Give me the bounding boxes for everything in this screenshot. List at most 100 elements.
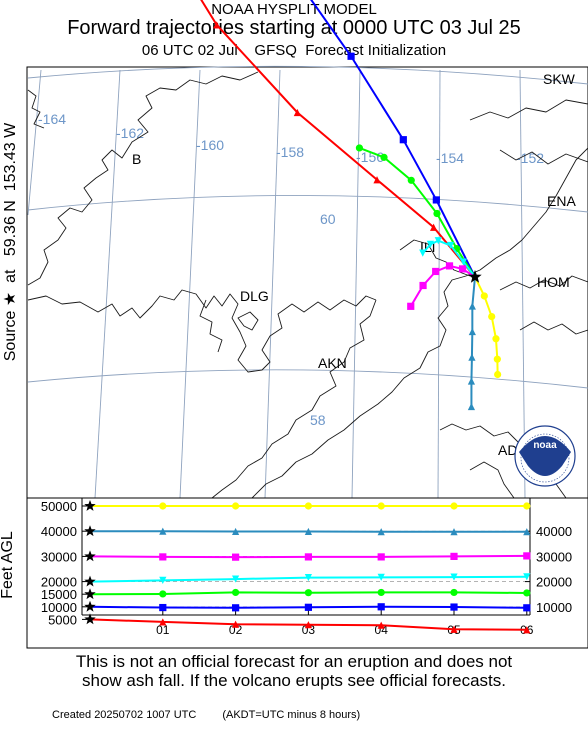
trajectory-marker: [450, 528, 458, 536]
source-text: Source ★ at 59.36 N 153.43 W: [2, 122, 19, 362]
trajectory-marker: [232, 604, 240, 612]
trajectory-marker: [377, 588, 385, 597]
trajectory-marker: [523, 589, 531, 597]
height-tick-label: 15000: [41, 587, 77, 602]
trajectory-marker: [159, 603, 167, 612]
trajectory-marker: [304, 573, 312, 582]
trajectory-marker: [468, 327, 476, 336]
height-tick-label: 20000: [41, 575, 77, 590]
trajectory-marker: [407, 176, 415, 184]
trajectory-marker: [232, 502, 240, 510]
trajectory-marker: [159, 553, 167, 561]
trajectory-marker: [159, 527, 167, 535]
trajectory-marker: [450, 502, 458, 510]
trajectory-marker: [467, 377, 476, 385]
trajectories: [200, 0, 502, 411]
trajectory-marker: [523, 573, 531, 581]
chart-title: Forward trajectories starting at 0000 UT…: [67, 17, 521, 39]
source-star-icon: [468, 270, 482, 283]
coast-peninsula-south: [251, 275, 467, 499]
trajectory-marker: [432, 196, 440, 204]
meridian-160: [179, 69, 201, 499]
trajectory-marker: [355, 144, 364, 152]
trajectory-marker: [377, 528, 385, 536]
place-labels: SKW B ENA ILI HOM DLG AKN ADQ: [132, 71, 576, 458]
created-stamp: Created 20250702 1007 UTC: [52, 709, 197, 721]
trajectory-marker: [304, 502, 312, 510]
source-star-icon: [84, 575, 96, 587]
trajectory-marker: [232, 575, 240, 583]
trajectory-marker: [159, 618, 167, 626]
place-label: DLG: [240, 288, 269, 304]
trajectory-marker: [480, 292, 488, 300]
trajectory-marker: [445, 262, 454, 270]
meridian-158: [264, 69, 281, 499]
trajectory-marker: [377, 603, 385, 611]
trajectory-marker: [492, 335, 500, 343]
trajectory-marker: [450, 625, 458, 633]
place-label: B: [132, 151, 141, 167]
trajectory-marker: [304, 589, 312, 597]
coast-kenai-south: [499, 275, 588, 291]
time-tick-label: 03: [302, 623, 316, 637]
height-tick-label: 10000: [41, 600, 77, 615]
trajectory-marker: [493, 355, 501, 363]
trajectory-marker: [159, 576, 167, 584]
trajectory-line: [310, 0, 476, 278]
trajectory-marker: [523, 626, 531, 634]
parallel-62: [27, 65, 588, 85]
coast-kvichak: [199, 299, 223, 353]
model-title: NOAA HYSPLIT MODEL: [211, 1, 377, 18]
trajectory-marker: [407, 302, 415, 310]
trajectory-line: [200, 0, 476, 278]
trajectory-marker: [380, 153, 388, 161]
trajectory-marker: [159, 590, 167, 598]
meridian-156: [351, 69, 361, 499]
height-tick-label: 30000: [41, 549, 77, 564]
source-star-icon: [84, 613, 96, 625]
noaa-logo: noaa: [514, 425, 576, 487]
coast-north: [469, 99, 588, 121]
time-tick-label: 01: [156, 623, 170, 637]
trajectory-marker: [450, 588, 458, 597]
trajectory-marker: [430, 223, 438, 231]
coast-kodiak-south: [469, 461, 515, 499]
trajectory-marker: [467, 402, 476, 411]
height-tick-label: 40000: [536, 524, 572, 539]
feet-agl-label: Feet AGL: [0, 531, 16, 599]
coast-bristol-bay: [27, 289, 377, 373]
trajectory-marker: [523, 528, 531, 536]
trajectory-line: [359, 147, 476, 278]
lon-label: -152: [516, 150, 544, 166]
trajectory-marker: [304, 527, 312, 536]
source-star-icon: [84, 525, 96, 537]
disclaimer-line: This is not an official forecast for an …: [75, 652, 513, 671]
trajectory-marker: [373, 176, 381, 184]
meridian-154: [437, 69, 441, 499]
trajectory-marker: [232, 527, 240, 536]
trajectory-line: [470, 276, 476, 407]
source-star-icon: [84, 600, 96, 612]
coast-peninsula-north: [211, 299, 377, 499]
trajectory-marker: [494, 370, 502, 379]
trajectory-marker: [347, 52, 355, 60]
coast-susitna: [499, 149, 588, 165]
height-tick-label: 20000: [536, 575, 572, 590]
trajectory-marker: [459, 258, 468, 266]
height-tick-label: 40000: [41, 524, 77, 539]
trajectory-marker: [232, 588, 240, 597]
trajectory-line: [421, 239, 476, 278]
disclaimer-line: show ash fall. If the volcano erupts see…: [82, 671, 506, 690]
lon-label: -158: [276, 144, 304, 160]
lon-label: -156: [356, 149, 384, 165]
trajectory-marker: [377, 573, 385, 581]
parallel-58: [27, 369, 588, 389]
trajectory-marker: [523, 552, 531, 560]
coastlines: [27, 71, 588, 499]
height-tick-label: 50000: [41, 499, 77, 514]
place-label: SKW: [543, 71, 576, 87]
place-label: HOM: [537, 274, 570, 290]
trajectory-marker: [419, 249, 427, 257]
lon-label: -154: [436, 150, 464, 166]
